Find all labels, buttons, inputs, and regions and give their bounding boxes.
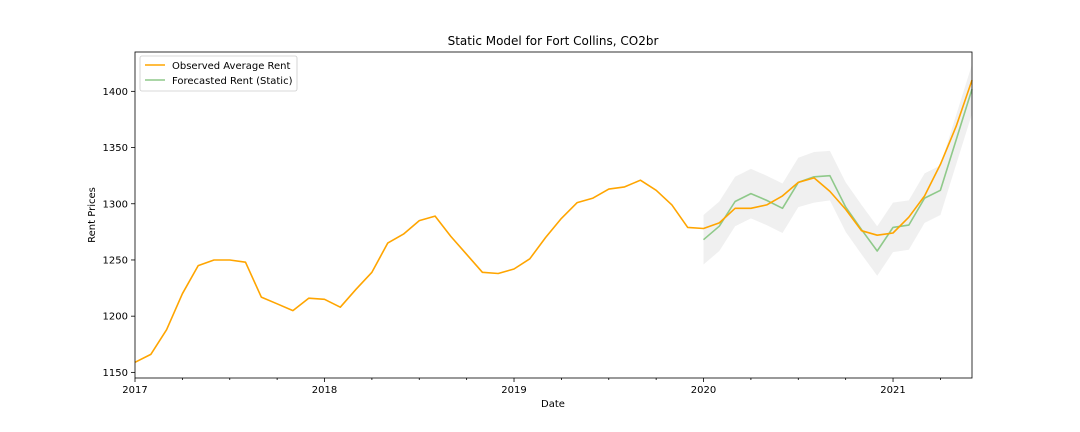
y-tick-label: 1400	[103, 87, 128, 98]
y-axis-title: Rent Prices	[87, 187, 98, 243]
x-tick-label: 2021	[880, 385, 905, 396]
legend-label-observed: Observed Average Rent	[172, 61, 291, 72]
y-tick-label: 1300	[103, 199, 128, 210]
plot-area	[134, 64, 973, 364]
y-tick-label: 1200	[103, 312, 128, 323]
legend-box	[139, 55, 298, 92]
x-tick-label: 2020	[691, 385, 716, 396]
series-line-observed	[134, 79, 973, 364]
forecast-confidence-band	[703, 64, 972, 276]
series-line-forecast	[702, 88, 973, 252]
y-tick-label: 1150	[103, 368, 128, 379]
legend-label-forecast: Forecasted Rent (Static)	[172, 76, 293, 87]
x-tick-label: 2017	[122, 385, 147, 396]
legend: Observed Average Rent Forecasted Rent (S…	[139, 55, 298, 92]
x-tick-label: 2018	[312, 385, 337, 396]
y-tick-label: 1250	[103, 255, 128, 266]
x-axis-title: Date	[541, 399, 565, 410]
x-tick-label: 2019	[501, 385, 526, 396]
y-tick-label: 1350	[103, 143, 128, 154]
y-axis: 1150 1200 1250 1300 1350 1400	[103, 87, 135, 379]
chart-title: Static Model for Fort Collins, CO2br	[448, 34, 659, 48]
x-axis: 2017 2018 2019 2020 2021	[122, 378, 941, 396]
plot-frame	[134, 51, 973, 379]
